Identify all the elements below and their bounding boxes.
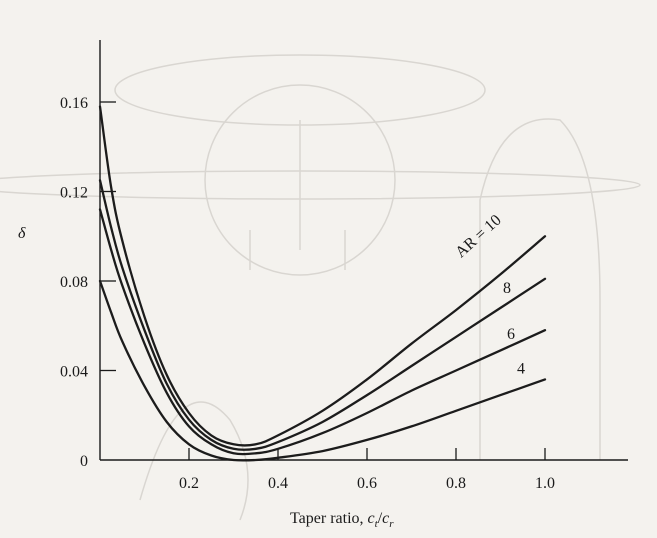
curve-ar-6 bbox=[98, 208, 547, 456]
curve-ar-8 bbox=[98, 179, 547, 451]
x-axis-label-main: Taper ratio, bbox=[290, 510, 368, 527]
x-tick-label: 0.6 bbox=[357, 475, 377, 492]
curve-labels: AR = 10 8 64 bbox=[452, 212, 525, 378]
x-tick-label: 0.8 bbox=[446, 475, 466, 492]
curve-label: AR = 10 bbox=[452, 212, 504, 262]
curve-label: 8 bbox=[503, 280, 511, 297]
curve-label: 4 bbox=[517, 360, 525, 377]
x-axis-label: Taper ratio, ct/cr bbox=[290, 510, 394, 530]
x-axis-label-sub1: t bbox=[375, 518, 379, 530]
y-ticks: 0 0.04 0.08 0.12 0.16 bbox=[60, 95, 116, 470]
y-tick-label: 0.12 bbox=[60, 185, 88, 202]
x-axis-label-var2: c bbox=[382, 510, 389, 527]
y-tick-label: 0.08 bbox=[60, 274, 88, 291]
background-artwork bbox=[0, 54, 641, 521]
x-ticks: 0.2 0.4 0.6 0.8 1.0 bbox=[179, 448, 555, 492]
curve-ar-10 bbox=[98, 105, 547, 447]
x-tick-label: 0.4 bbox=[268, 475, 288, 492]
x-axis-label-sub2: r bbox=[389, 518, 394, 530]
x-tick-label: 1.0 bbox=[535, 475, 555, 492]
y-axis-label: δ bbox=[18, 225, 26, 242]
y-tick-label: 0.04 bbox=[60, 364, 88, 381]
x-tick-label: 0.2 bbox=[179, 475, 199, 492]
y-tick-label: 0.16 bbox=[60, 95, 88, 112]
x-axis-label-var1: c bbox=[368, 510, 375, 527]
x-axis-label-slash: / bbox=[378, 510, 383, 527]
curve-label: 6 bbox=[507, 326, 515, 343]
curves bbox=[98, 105, 547, 462]
y-tick-label: 0 bbox=[80, 453, 88, 470]
curve-ar-4 bbox=[98, 279, 547, 462]
